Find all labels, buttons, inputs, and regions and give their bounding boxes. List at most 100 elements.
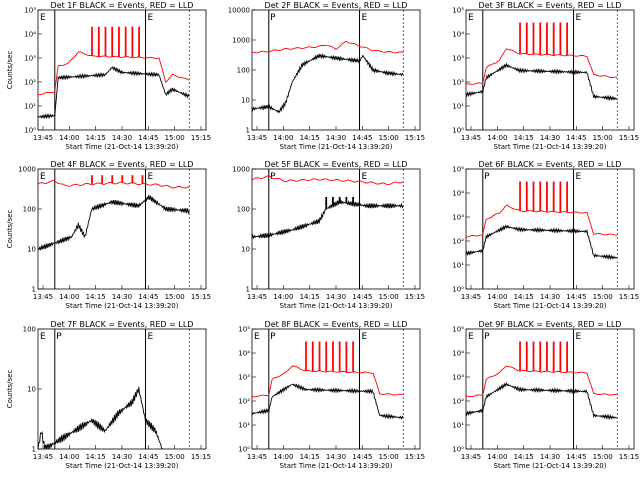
x-axis-label: Start Time (21-Oct-14 13:39:20) bbox=[494, 143, 607, 151]
chart-title: Det 1F BLACK = Events, RED = LLD bbox=[51, 1, 194, 10]
x-axis-label: Start Time (21-Oct-14 13:39:20) bbox=[494, 462, 607, 470]
flag-label: P bbox=[270, 13, 276, 23]
flag-label: E bbox=[468, 13, 474, 23]
series-line-events bbox=[465, 224, 618, 261]
series-line-events bbox=[251, 199, 404, 240]
chart-panel-5: Det 5F BLACK = Events, RED = LLD Start Ti… bbox=[232, 160, 425, 310]
flag-label: P bbox=[270, 172, 276, 182]
x-tick-label: 14:15 bbox=[300, 134, 320, 142]
plot-frame bbox=[37, 9, 207, 131]
x-axis-label: Start Time (21-Oct-14 13:39:20) bbox=[66, 302, 179, 310]
flag-label: E bbox=[40, 172, 46, 182]
x-tick-label: 14:00 bbox=[273, 134, 293, 142]
x-tick-label: 14:30 bbox=[326, 134, 346, 142]
chart-title: Det 8F BLACK = Events, RED = LLD bbox=[265, 320, 408, 329]
x-tick-label: 14:00 bbox=[59, 453, 79, 461]
plot-frame bbox=[465, 328, 635, 450]
x-tick-label: 14:45 bbox=[566, 293, 586, 301]
chart-panel-1: Det 1F BLACK = Events, RED = LLD Counts/s… bbox=[6, 1, 211, 151]
x-tick-label: 15:15 bbox=[191, 453, 211, 461]
y-tick-label: 100 bbox=[237, 67, 250, 75]
y-tick-label: 1000 bbox=[232, 37, 250, 45]
x-tick-label: 15:00 bbox=[165, 453, 185, 461]
y-tick-label: 10⁵ bbox=[238, 326, 250, 334]
y-tick-label: 1 bbox=[246, 127, 250, 135]
series-line-lld bbox=[251, 365, 404, 398]
chart-panel-7: Det 7F BLACK = Events, RED = LLD Counts/s… bbox=[6, 320, 211, 470]
chart-panel-9: Det 9F BLACK = Events, RED = LLD Start Ti… bbox=[452, 320, 639, 470]
y-tick-label: 10⁵ bbox=[452, 7, 464, 15]
series-line-lld bbox=[37, 51, 190, 96]
x-tick-label: 14:00 bbox=[59, 134, 79, 142]
flag-label: E bbox=[148, 172, 154, 182]
x-tick-label: 15:00 bbox=[379, 453, 399, 461]
x-axis-label: Start Time (21-Oct-14 13:39:20) bbox=[280, 302, 393, 310]
x-tick-label: 15:15 bbox=[405, 293, 425, 301]
plot-frame bbox=[251, 9, 421, 131]
chart-title: Det 6F BLACK = Events, RED = LLD bbox=[479, 160, 622, 169]
y-tick-label: 1000 bbox=[232, 166, 250, 174]
y-tick-label: 10¹ bbox=[452, 422, 464, 430]
x-tick-label: 15:00 bbox=[593, 453, 613, 461]
x-tick-label: 13:45 bbox=[247, 453, 267, 461]
y-tick-label: 10⁰ bbox=[452, 446, 464, 454]
y-tick-label: 10¹ bbox=[24, 103, 36, 111]
y-tick-label: 10⁵ bbox=[24, 7, 36, 15]
flag-label: E bbox=[40, 13, 46, 23]
y-tick-label: 10000 bbox=[228, 7, 250, 15]
y-tick-label: 100 bbox=[23, 206, 36, 214]
chart-title: Det 3F BLACK = Events, RED = LLD bbox=[479, 1, 622, 10]
x-tick-label: 14:45 bbox=[138, 293, 158, 301]
y-tick-label: 10² bbox=[452, 79, 464, 87]
x-tick-label: 15:15 bbox=[191, 134, 211, 142]
y-tick-label: 10⁵ bbox=[452, 326, 464, 334]
y-tick-label: 10 bbox=[241, 97, 250, 105]
x-tick-label: 13:45 bbox=[247, 293, 267, 301]
x-tick-label: 14:30 bbox=[540, 293, 560, 301]
y-tick-label: 10⁴ bbox=[24, 31, 36, 39]
y-tick-label: 10⁰ bbox=[24, 127, 36, 135]
x-tick-label: 15:15 bbox=[619, 134, 639, 142]
plot-frame bbox=[37, 328, 207, 450]
y-tick-label: 10⁴ bbox=[238, 350, 250, 358]
x-axis-label: Start Time (21-Oct-14 13:39:20) bbox=[66, 462, 179, 470]
x-tick-label: 14:15 bbox=[86, 134, 106, 142]
x-tick-label: 14:30 bbox=[112, 134, 132, 142]
x-tick-label: 14:45 bbox=[352, 134, 372, 142]
flag-label: E bbox=[148, 13, 154, 23]
y-tick-label: 1000 bbox=[18, 166, 36, 174]
y-tick-label: 10⁴ bbox=[452, 31, 464, 39]
series-line-lld bbox=[465, 365, 618, 398]
y-tick-label: 10 bbox=[27, 386, 36, 394]
y-tick-label: 10⁰ bbox=[238, 446, 250, 454]
series-line-events bbox=[37, 194, 190, 251]
x-tick-label: 15:00 bbox=[165, 293, 185, 301]
x-tick-label: 14:00 bbox=[487, 293, 507, 301]
flag-label: E bbox=[148, 332, 154, 342]
y-tick-label: 10¹ bbox=[452, 103, 464, 111]
flag-label: P bbox=[56, 332, 62, 342]
chart-title: Det 4F BLACK = Events, RED = LLD bbox=[51, 160, 194, 169]
y-tick-label: 10 bbox=[241, 246, 250, 254]
x-tick-label: 14:30 bbox=[540, 453, 560, 461]
y-tick-label: 10¹ bbox=[452, 262, 464, 270]
y-tick-label: 10² bbox=[452, 398, 464, 406]
x-tick-label: 15:15 bbox=[619, 453, 639, 461]
y-tick-label: 100 bbox=[23, 326, 36, 334]
y-tick-label: 10⁰ bbox=[452, 286, 464, 294]
x-tick-label: 14:30 bbox=[326, 453, 346, 461]
x-tick-label: 13:45 bbox=[33, 453, 53, 461]
x-tick-label: 15:15 bbox=[405, 134, 425, 142]
y-tick-label: 10⁵ bbox=[452, 166, 464, 174]
flag-label: E bbox=[362, 172, 368, 182]
y-tick-label: 10³ bbox=[452, 374, 464, 382]
y-tick-label: 10⁰ bbox=[452, 127, 464, 135]
x-tick-label: 14:45 bbox=[566, 453, 586, 461]
flag-label: P bbox=[484, 332, 490, 342]
x-tick-label: 14:15 bbox=[86, 453, 106, 461]
plot-frame bbox=[251, 168, 421, 290]
x-tick-label: 13:45 bbox=[461, 134, 481, 142]
y-tick-label: 10⁴ bbox=[452, 350, 464, 358]
x-axis-label: Start Time (21-Oct-14 13:39:20) bbox=[280, 462, 393, 470]
